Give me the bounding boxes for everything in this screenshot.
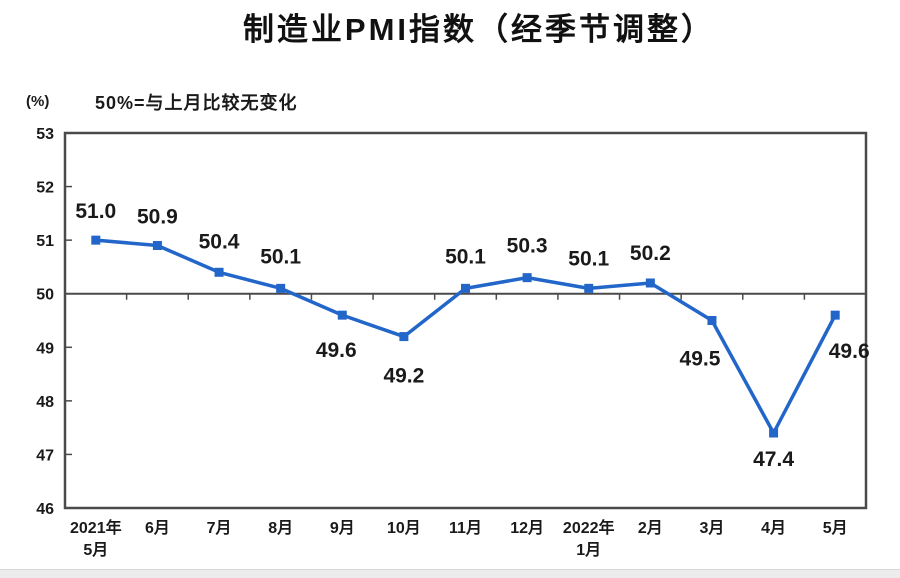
data-point-label: 50.3 — [507, 235, 548, 258]
x-tick-label: 2022年 — [563, 518, 615, 537]
data-point-marker — [91, 235, 101, 245]
data-point-label: 50.1 — [445, 245, 486, 268]
y-tick-label: 49 — [36, 340, 54, 357]
plot-frame — [63, 131, 868, 510]
y-tick-label: 53 — [36, 126, 54, 143]
x-tick-label: 4月 — [761, 519, 786, 537]
x-tick-label: 5月 — [823, 519, 848, 537]
data-point-label: 50.4 — [199, 230, 240, 253]
data-point-marker — [584, 283, 594, 293]
x-tick-label: 5月 — [83, 541, 108, 559]
y-axis-unit-label: (%) — [26, 93, 50, 110]
data-point-label: 51.0 — [75, 200, 116, 223]
data-point-label: 50.2 — [630, 242, 671, 265]
x-tick-label: 3月 — [700, 519, 725, 537]
x-tick-label: 7月 — [207, 519, 232, 537]
data-point-label: 47.4 — [753, 448, 794, 471]
pmi-series-line — [95, 238, 837, 435]
data-point-marker — [214, 267, 224, 277]
x-tick-label: 8月 — [268, 519, 293, 537]
data-point-marker — [461, 283, 470, 293]
data-point-marker — [769, 428, 779, 438]
x-tick-label: 10月 — [387, 519, 421, 537]
data-point-label: 49.6 — [829, 340, 870, 363]
data-point-marker — [399, 332, 409, 342]
bottom-divider — [0, 569, 900, 578]
chart-subtitle: 50%=与上月比较无变化 — [95, 93, 298, 113]
data-point-label: 50.1 — [260, 245, 301, 268]
x-tick-label: 12月 — [510, 519, 544, 537]
data-point-label: 49.5 — [680, 348, 721, 371]
x-tick-label: 2月 — [638, 519, 663, 537]
x-tick-label: 2021年 — [70, 518, 122, 537]
data-point-label: 50.1 — [568, 247, 609, 270]
x-tick-label: 9月 — [330, 519, 355, 537]
data-point-label: 49.6 — [316, 339, 357, 362]
data-point-label: 49.2 — [383, 365, 424, 388]
data-point-marker — [152, 241, 162, 250]
y-tick-label: 47 — [36, 447, 54, 464]
y-tick-label: 51 — [36, 233, 54, 250]
x-tick-label: 11月 — [449, 519, 482, 537]
data-point-marker — [276, 283, 286, 293]
data-point-marker — [522, 273, 532, 283]
data-point-label: 50.9 — [137, 206, 178, 229]
data-point-marker — [337, 310, 347, 320]
data-point-marker — [707, 316, 717, 325]
y-tick-label: 48 — [36, 394, 54, 411]
data-point-marker — [830, 310, 840, 320]
y-tick-label: 52 — [36, 180, 54, 197]
y-tick-label: 50 — [36, 287, 54, 304]
chart-title: 制造业PMI指数（经季节调整） — [242, 12, 716, 47]
y-tick-label: 46 — [36, 501, 54, 518]
x-tick-label: 1月 — [576, 541, 601, 559]
x-tick-label: 6月 — [145, 519, 170, 537]
data-point-marker — [645, 278, 655, 288]
